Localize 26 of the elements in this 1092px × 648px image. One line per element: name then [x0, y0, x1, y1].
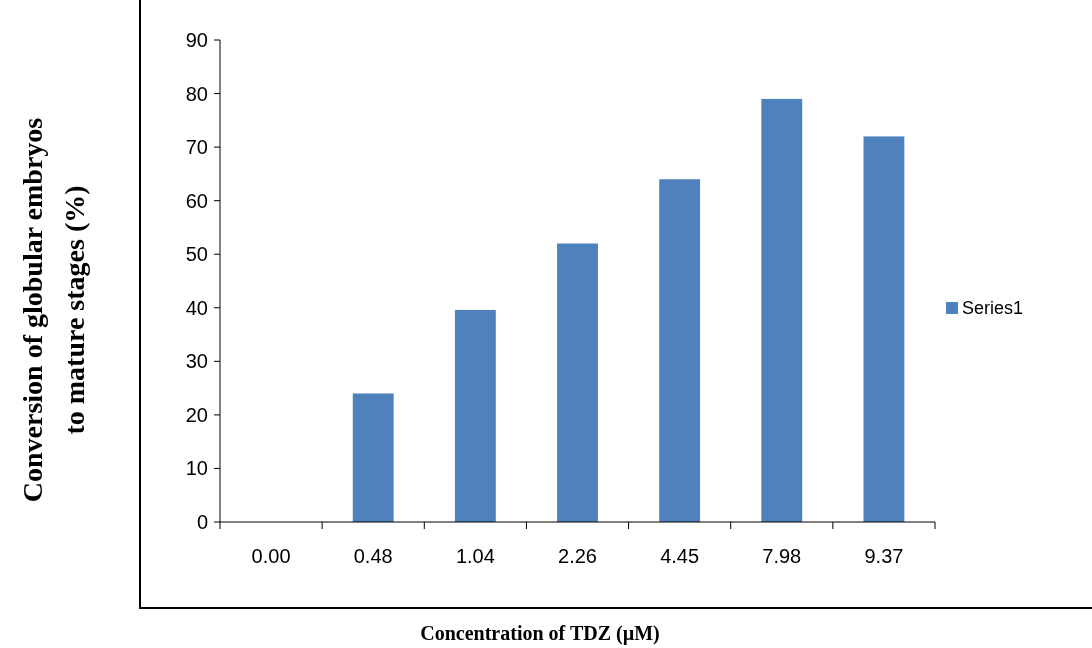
- legend-label: Series1: [962, 298, 1024, 319]
- y-tick-label: 50: [185, 243, 208, 266]
- bar: [761, 98, 803, 522]
- y-tick-label: 0: [196, 511, 208, 533]
- bar: [352, 393, 394, 522]
- bar: [863, 136, 905, 522]
- bar: [659, 179, 701, 522]
- y-tick-label: 70: [185, 136, 208, 159]
- y-axis-title: Conversion of globular embryos to mature stages (%): [17, 117, 90, 503]
- y-tick-label: 10: [185, 457, 208, 480]
- x-tick-label: 9.37: [864, 545, 904, 567]
- y-tick-label: 60: [185, 189, 208, 212]
- x-tick-label: 7.98: [762, 545, 802, 567]
- bar: [454, 309, 496, 522]
- x-axis-title: Concentration of TDZ (µM): [420, 622, 660, 645]
- x-tick-label: 2.26: [558, 545, 597, 567]
- x-tick-label: 1.04: [455, 545, 495, 567]
- y-tick-label: 30: [185, 350, 208, 373]
- bar: [557, 243, 598, 522]
- y-tick-label: 20: [185, 403, 208, 426]
- x-tick-label: 4.45: [660, 545, 700, 567]
- y-tick-label: 90: [185, 29, 208, 51]
- y-tick-label: 80: [185, 82, 208, 105]
- x-tick-label: 0.48: [353, 545, 393, 567]
- y-tick-label: 40: [185, 296, 208, 319]
- x-tick-label: 0.00: [251, 545, 291, 567]
